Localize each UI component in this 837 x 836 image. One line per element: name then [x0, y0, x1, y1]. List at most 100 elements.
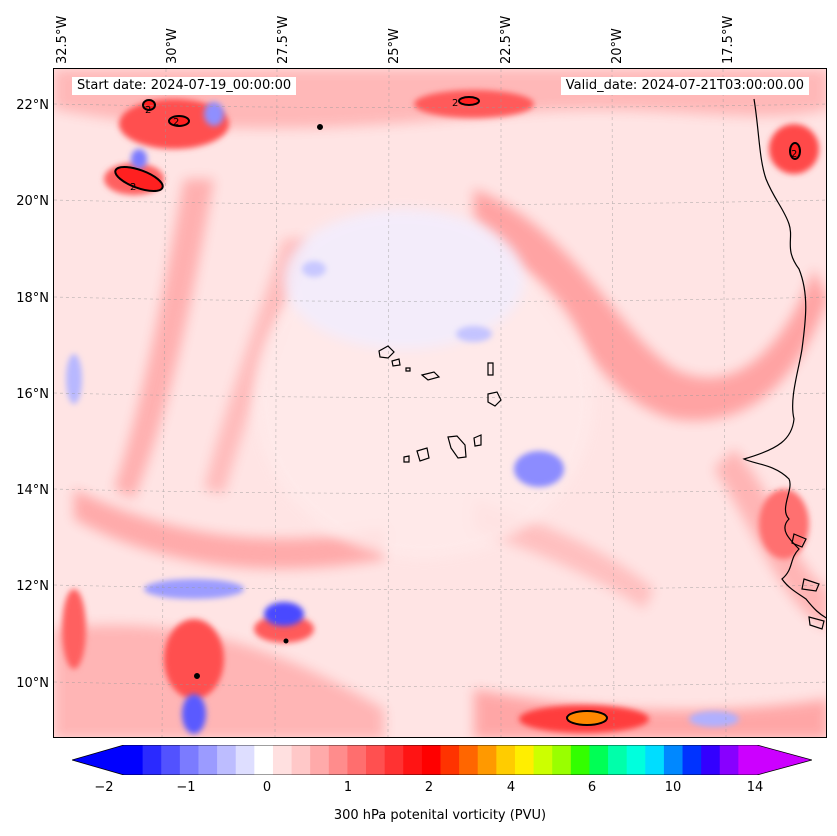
gridlines — [54, 69, 826, 737]
lon-label-30w: 30°W — [165, 28, 180, 64]
lon-label-32-5w: 32.5°W — [55, 15, 70, 64]
lon-label-27-5w: 27.5°W — [276, 15, 291, 64]
contour-label-1: 2 — [130, 182, 136, 193]
africa-coastline — [742, 98, 826, 619]
colorbar-swatch — [496, 745, 516, 775]
colorbar-swatch — [179, 745, 199, 775]
colorbar-swatch — [142, 745, 162, 775]
contour-south — [566, 710, 608, 726]
grid-lat-22n — [54, 103, 826, 109]
cb-tick-0: 0 — [262, 780, 272, 795]
map-panel[interactable]: 2 2 2 2 2 — [53, 68, 827, 738]
colorbar-swatch — [459, 745, 479, 775]
island-sal — [487, 362, 494, 376]
cb-tick-10: 10 — [664, 780, 682, 795]
contour-ne — [789, 142, 801, 160]
lon-label-20w: 20°W — [610, 28, 625, 64]
neg-5 — [264, 602, 304, 626]
island-boa-vista — [487, 391, 502, 407]
island-santa-luzia — [405, 367, 411, 372]
lat-label-22n: 22°N — [16, 98, 49, 113]
colorbar-swatch — [347, 745, 367, 775]
colorbar-swatch — [440, 745, 460, 775]
grid-lat-18n — [54, 296, 826, 302]
colorbar-swatch — [291, 745, 311, 775]
colorbar-swatch — [645, 745, 665, 775]
colorbar-swatch — [328, 745, 348, 775]
colorbar-swatch — [701, 745, 721, 775]
lat-label-14n: 14°N — [16, 483, 49, 498]
band-southwest — [74, 489, 384, 569]
colorbar-swatch — [235, 745, 255, 775]
grid-lat-20n — [54, 199, 826, 205]
lat-label-18n: 18°N — [16, 291, 49, 306]
contour-top-north — [458, 96, 480, 106]
colorbar-swatch — [608, 745, 628, 775]
valid-date-label: Valid_date: 2024-07-21T03:00:00.00 — [560, 77, 809, 95]
lon-label-25w: 25°W — [387, 28, 402, 64]
colorbar-label: 300 hPa potenital vorticity (PVU) — [333, 808, 547, 823]
colorbar-swatch — [477, 745, 497, 775]
grid-lon-20w — [611, 69, 615, 737]
colorbar-swatch — [533, 745, 553, 775]
island-fogo — [416, 447, 430, 462]
grid-lon-17-5w — [722, 69, 727, 737]
colorbar-swatch — [589, 745, 609, 775]
colorbar-swatch — [738, 745, 758, 775]
neg-7 — [66, 354, 82, 404]
neg-1 — [204, 102, 224, 126]
colorbar-swatch — [254, 745, 274, 775]
core-north-central — [284, 209, 524, 349]
band-west-diagonal — [114, 179, 214, 499]
start-date-label: Start date: 2024-07-19_00:00:00 — [72, 77, 297, 95]
colorbar-swatch — [124, 745, 144, 775]
cape-verde-islands — [378, 345, 502, 463]
cb-tick-6: 6 — [587, 780, 597, 795]
lon-label-17-5w: 17.5°W — [721, 15, 736, 64]
cb-tick-14: 14 — [746, 780, 764, 795]
cb-tick-neg1: −1 — [176, 780, 196, 795]
grid-lon-30w — [161, 69, 167, 737]
neg-3 — [514, 451, 564, 487]
grid-lat-14n — [54, 488, 826, 494]
colorbar-swatch — [272, 745, 293, 775]
lon-label-22-5w: 22.5°W — [499, 15, 514, 64]
colorbar-swatch — [310, 745, 330, 775]
colorbar-swatch — [403, 745, 423, 775]
island-santo-antao — [378, 345, 395, 359]
contour-label-5: 2 — [791, 149, 797, 160]
contour-dot-1 — [317, 124, 323, 130]
neg-8 — [456, 326, 492, 342]
band-northeast-arc — [474, 189, 826, 421]
island-santiago — [447, 435, 467, 459]
colorbar-swatch — [682, 745, 702, 775]
coast-detail-2 — [801, 578, 820, 592]
colorbar-swatch — [161, 745, 181, 775]
island-sao-vicente — [391, 358, 401, 367]
band-west-2 — [204, 239, 309, 494]
red-core-sw1 — [164, 619, 224, 699]
red-core-w-edge — [62, 589, 86, 669]
contour-top-left — [142, 99, 156, 111]
red-core-sw2 — [254, 615, 314, 643]
colorbar-swatch — [663, 745, 684, 775]
grid-lon-27-5w — [274, 69, 278, 737]
colorbar-swatch — [514, 745, 535, 775]
lat-label-10n: 10°N — [16, 676, 49, 691]
neg-4 — [144, 579, 244, 599]
coastline — [742, 98, 826, 630]
contour-label-4: 2 — [452, 98, 458, 109]
colorbar-swatch — [421, 745, 441, 775]
neg-10 — [689, 711, 739, 727]
contour-top-mid — [168, 115, 190, 127]
coast-detail-1 — [791, 533, 807, 548]
colorbar-swatch — [198, 745, 218, 775]
pv-2-contours — [114, 96, 801, 726]
cb-tick-2: 2 — [424, 780, 434, 795]
contour-label-3: 2 — [173, 117, 179, 128]
contour-labels: 2 2 2 2 2 — [130, 98, 797, 193]
colorbar-swatch — [552, 745, 572, 775]
island-brava — [403, 455, 410, 463]
lat-label-16n: 16°N — [16, 387, 49, 402]
coast-detail-3 — [808, 616, 825, 630]
